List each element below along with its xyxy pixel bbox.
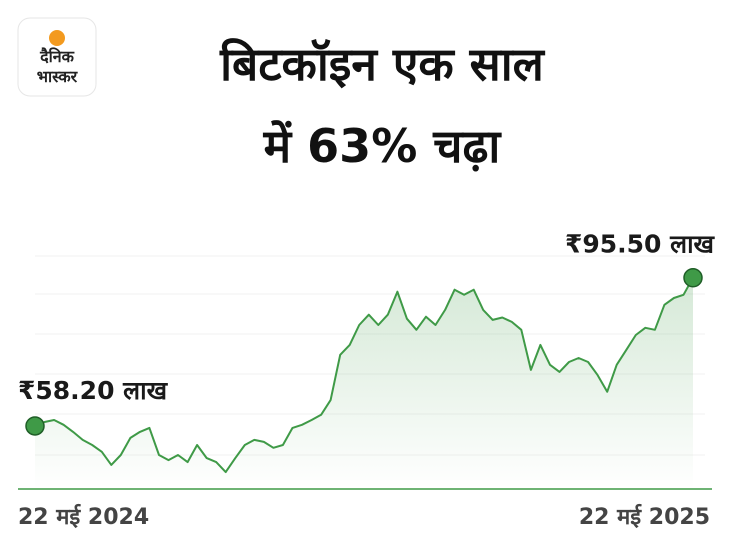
logo-text: दैनिक xyxy=(39,47,75,66)
logo-sun xyxy=(49,30,65,46)
end-point xyxy=(683,267,703,288)
value-label: ₹58.20 लाख xyxy=(18,376,169,405)
chart-title: बिटकॉइन एक साल xyxy=(219,37,546,91)
end-point xyxy=(25,416,45,436)
x-tick-label: 22 मई 2024 xyxy=(18,503,149,530)
x-tick-label: 22 मई 2025 xyxy=(579,503,710,530)
area xyxy=(35,277,693,489)
value-label: ₹95.50 लाख xyxy=(565,230,716,259)
chart-title: में 63% चढ़ा xyxy=(263,119,503,173)
line xyxy=(34,277,694,474)
logo-text: भास्कर xyxy=(37,67,79,86)
logo-box xyxy=(17,17,97,97)
